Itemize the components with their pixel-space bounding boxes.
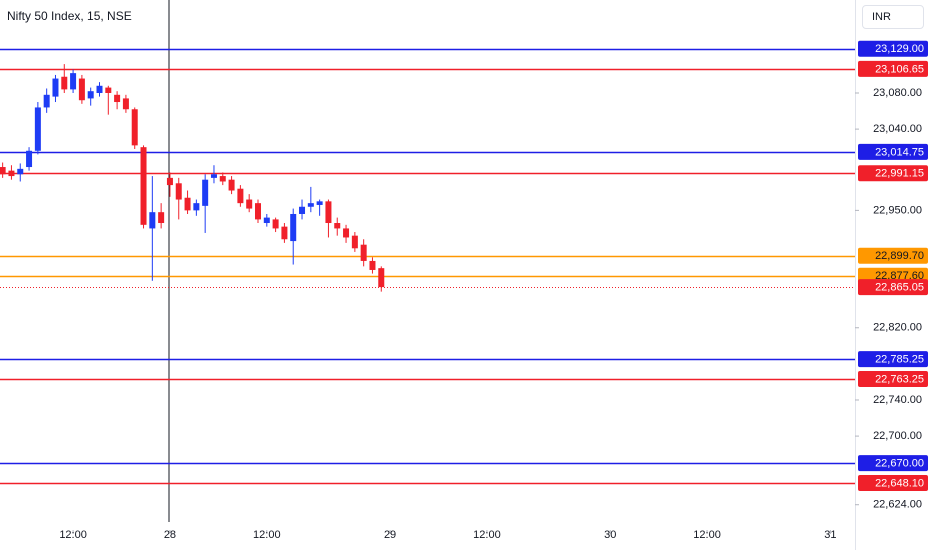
candle-body: [175, 183, 182, 200]
candle-body: [52, 78, 59, 97]
level-label: 22,670.00: [875, 458, 924, 470]
candle-body: [281, 226, 288, 240]
candle-body: [158, 212, 165, 224]
candle-body: [369, 260, 376, 270]
candle-body: [272, 219, 279, 229]
candle-body: [307, 203, 314, 207]
candle-body: [263, 217, 270, 224]
x-tick-label: 12:00: [693, 529, 721, 541]
candle-body: [343, 228, 350, 238]
candle-body: [149, 212, 156, 229]
currency-button[interactable]: INR: [862, 5, 924, 29]
candle-body: [290, 213, 297, 242]
y-tick-label: 23,080.00: [873, 87, 922, 99]
x-tick-label: 12:00: [253, 529, 281, 541]
candle-body: [246, 199, 253, 209]
y-tick-label: 22,950.00: [873, 204, 922, 216]
x-tick-label: 29: [384, 529, 396, 541]
candle-body: [26, 150, 33, 168]
candle-body: [105, 87, 112, 93]
level-label-box: [858, 247, 928, 264]
candle-body: [34, 107, 41, 151]
candle-body: [17, 168, 24, 175]
candle-body: [114, 94, 121, 103]
candle-body: [0, 167, 6, 175]
level-label: 23,014.75: [875, 146, 924, 158]
level-label-box: [858, 60, 928, 77]
level-label-box: [858, 455, 928, 472]
x-tick-label: 12:00: [473, 529, 501, 541]
candle-body: [360, 244, 367, 261]
candle-body: [184, 197, 191, 211]
level-label-box: [858, 143, 928, 160]
candle-body: [166, 177, 173, 186]
candle-body: [8, 170, 15, 177]
y-tick-label: 22,740.00: [873, 394, 922, 406]
candle-body: [78, 78, 85, 101]
candle-body: [43, 94, 50, 108]
candle-body: [96, 85, 103, 93]
candle-body: [219, 176, 226, 182]
level-label: 22,865.05: [875, 281, 924, 293]
candle-body: [61, 76, 68, 90]
candle-body: [193, 203, 200, 211]
candle-body: [334, 223, 341, 229]
candle-body: [316, 201, 323, 205]
candle-body: [237, 188, 244, 204]
level-label: 22,785.25: [875, 354, 924, 366]
level-label-box: [858, 474, 928, 491]
candle-body: [140, 147, 147, 225]
candle-body: [202, 179, 209, 206]
candle-body: [228, 179, 235, 191]
candle-body: [378, 268, 385, 288]
candle-body: [299, 206, 306, 214]
level-label: 23,106.65: [875, 63, 924, 75]
candle-body: [122, 98, 129, 110]
level-label-box: [858, 370, 928, 387]
level-label: 22,899.70: [875, 250, 924, 262]
level-label-box: [858, 165, 928, 182]
candle-body: [131, 109, 138, 146]
candle-body: [87, 91, 94, 99]
candle-body: [70, 73, 77, 90]
x-tick-label: 28: [164, 529, 176, 541]
level-label: 22,763.25: [875, 373, 924, 385]
level-label: 22,991.15: [875, 168, 924, 180]
y-tick-label: 22,624.00: [873, 499, 922, 511]
x-tick-label: 30: [604, 529, 616, 541]
x-tick-label: 31: [824, 529, 836, 541]
candle-body: [254, 203, 261, 220]
level-label-box: [858, 279, 928, 296]
level-label-box: [858, 40, 928, 57]
chart-title: Nifty 50 Index, 15, NSE: [7, 9, 132, 23]
y-tick-label: 22,820.00: [873, 322, 922, 334]
level-label: 22,648.10: [875, 477, 924, 489]
level-label: 23,129.00: [875, 43, 924, 55]
level-label-box: [858, 351, 928, 368]
candle-body: [210, 174, 217, 178]
y-tick-label: 23,040.00: [873, 123, 922, 135]
candle-body: [325, 201, 332, 224]
candle-body: [351, 235, 358, 249]
y-tick-label: 22,700.00: [873, 430, 922, 442]
x-tick-label: 12:00: [59, 529, 87, 541]
